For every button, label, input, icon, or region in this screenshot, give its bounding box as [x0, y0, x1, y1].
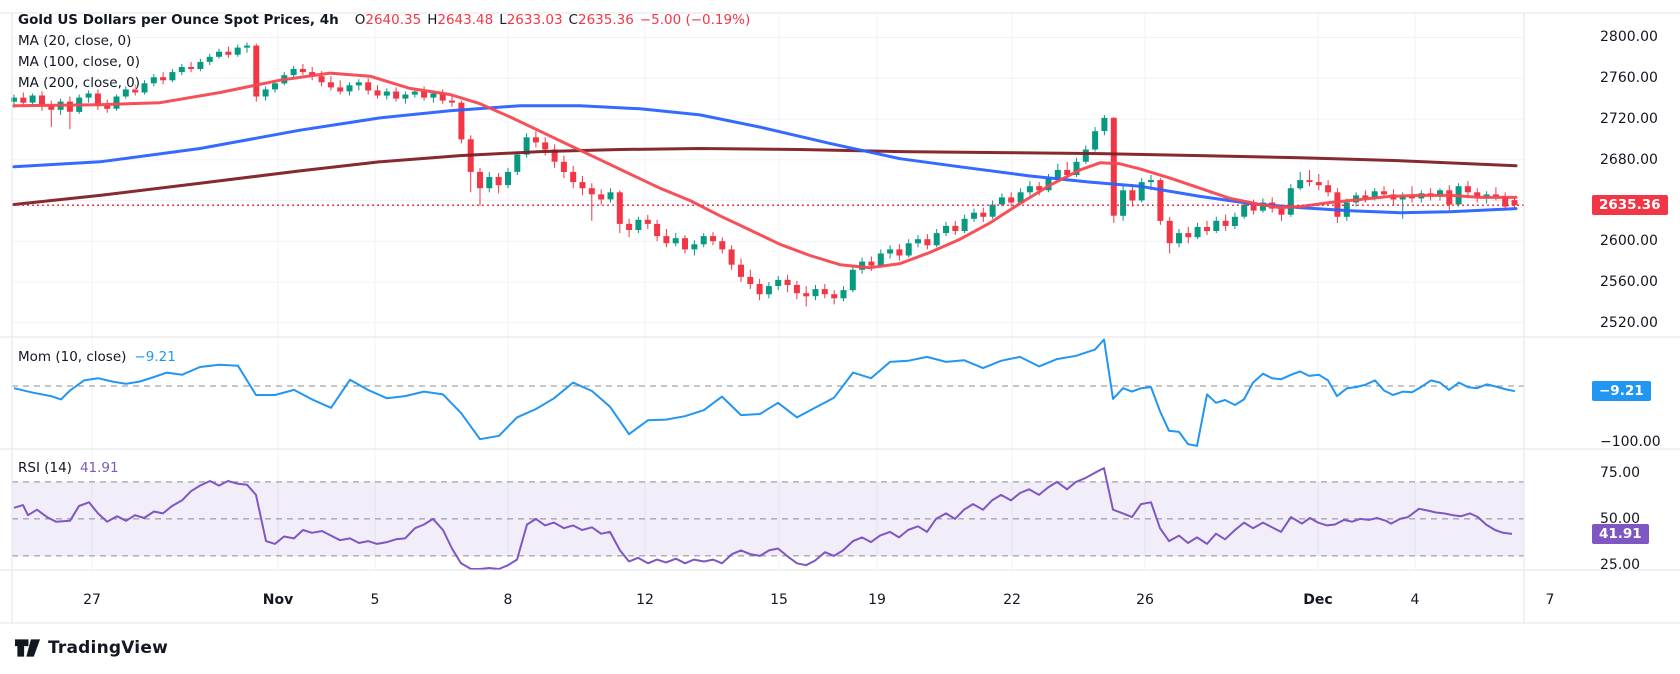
time-axis-label: 26 [1136, 592, 1154, 608]
momentum-badge: −9.21 [1592, 381, 1651, 402]
rsi-axis-label: 25.00 [1600, 557, 1641, 574]
time-axis-label: Nov [262, 592, 294, 608]
price-axis-label: 2720.00 [1600, 110, 1658, 127]
rsi-axis-label: 75.00 [1600, 464, 1641, 481]
price-axis-label: 2600.00 [1600, 233, 1658, 250]
time-axis-label: 7 [1545, 592, 1555, 608]
time-axis-label: Dec [1303, 592, 1333, 608]
price-axis-label: 2560.00 [1600, 273, 1658, 290]
time-axis-label: 27 [83, 592, 101, 608]
price-axis-label: 2680.00 [1600, 151, 1658, 168]
time-axis-label: 15 [770, 592, 788, 608]
time-axis-label: 5 [370, 592, 380, 608]
last-price-badge: 2635.36 [1592, 195, 1668, 216]
momentum-axis-label: −100.00 [1600, 434, 1661, 450]
price-axis-label: 2760.00 [1600, 70, 1658, 87]
rsi-badge: 41.91 [1592, 523, 1649, 544]
time-axis-label: 19 [868, 592, 886, 608]
price-axis-label: 2800.00 [1600, 29, 1658, 46]
time-axis-label: 22 [1003, 592, 1021, 608]
time-axis-label: 12 [636, 592, 654, 608]
time-axis-label: 4 [1410, 592, 1420, 608]
tradingview-logo[interactable]: TradingView [14, 636, 168, 660]
tradingview-logo-text: TradingView [48, 638, 168, 658]
tradingview-logo-icon [14, 639, 41, 657]
time-axis-label: 8 [503, 592, 513, 608]
rsi-axis-label: 50.00 [1600, 510, 1641, 527]
price-axis-label: 2520.00 [1600, 314, 1658, 331]
